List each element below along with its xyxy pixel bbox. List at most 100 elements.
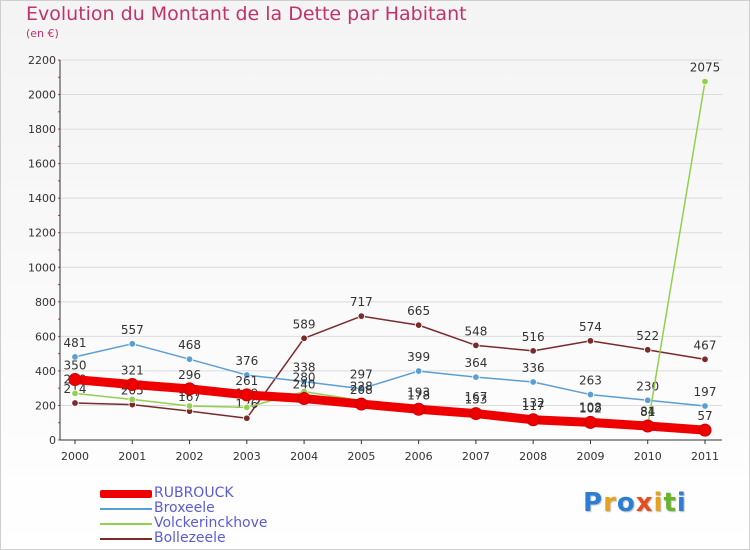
y-tick-label: 800	[35, 296, 56, 309]
legend-label: RUBROUCK	[154, 485, 234, 501]
data-point-bollezeele	[529, 347, 537, 355]
y-tick-label: 2200	[28, 54, 56, 67]
data-label-bollezeele: 574	[579, 320, 602, 334]
x-tick-label: 2000	[61, 450, 89, 463]
legend-swatch-broxeele	[100, 508, 152, 510]
data-label-rubrouck: 81	[640, 405, 655, 419]
data-label-bollezeele: 548	[464, 324, 487, 338]
data-label-broxeele: 297	[350, 368, 373, 382]
y-tick-label: 1800	[28, 123, 56, 136]
data-label-rubrouck: 57	[697, 409, 712, 423]
y-tick-label: 600	[35, 330, 56, 343]
x-tick-label: 2001	[118, 450, 146, 463]
data-point-volckerinckhove	[243, 403, 251, 412]
data-point-broxeele	[128, 340, 136, 348]
data-label-broxeele: 336	[522, 361, 545, 375]
data-label-broxeele: 481	[64, 336, 87, 350]
data-point-broxeele	[644, 396, 652, 404]
data-point-volckerinckhove	[701, 77, 709, 86]
data-point-rubrouck	[698, 423, 712, 437]
data-label-rubrouck: 208	[350, 383, 373, 397]
data-label-broxeele: 338	[293, 361, 316, 375]
y-tick-label: 1600	[28, 158, 56, 171]
data-point-broxeele	[185, 355, 194, 363]
data-label-rubrouck: 296	[178, 368, 201, 382]
data-label-volckerinckhove: 108	[579, 400, 602, 414]
legend-label: Broxeele	[154, 500, 215, 516]
data-point-bollezeele	[472, 341, 480, 350]
data-point-bollezeele	[243, 414, 251, 422]
data-label-broxeele: 468	[178, 338, 201, 352]
x-tick-label: 2005	[347, 450, 375, 463]
data-label-broxeele: 197	[694, 385, 717, 399]
data-point-bollezeele	[300, 334, 308, 342]
data-point-rubrouck	[183, 382, 197, 396]
x-tick-label: 2011	[691, 450, 719, 463]
data-label-volckerinckhove: 167	[464, 390, 487, 404]
x-tick-label: 2003	[233, 450, 261, 463]
y-tick-label: 1200	[28, 227, 56, 240]
data-point-rubrouck	[526, 413, 540, 427]
data-label-bollezeele: 665	[407, 304, 430, 318]
data-point-bollezeele	[414, 321, 423, 329]
legend-swatch-bollezeele	[100, 538, 152, 540]
data-label-broxeele: 376	[235, 354, 258, 368]
chart-subtitle: (en €)	[26, 27, 59, 40]
data-point-rubrouck	[583, 415, 597, 429]
data-label-bollezeele: 516	[522, 330, 545, 344]
data-point-bollezeele	[644, 346, 652, 354]
data-point-bollezeele	[357, 312, 366, 320]
x-tick-label: 2006	[405, 450, 433, 463]
data-label-bollezeele: 522	[636, 329, 659, 343]
data-point-volckerinckhove	[185, 402, 194, 410]
data-point-broxeele	[414, 367, 423, 375]
series-line-rubrouck	[70, 375, 710, 435]
data-point-broxeele	[300, 377, 308, 386]
data-point-rubrouck	[354, 397, 368, 411]
series-line-volckerinckhove	[74, 80, 706, 427]
data-point-bollezeele	[586, 337, 595, 345]
data-label-broxeele: 399	[407, 350, 430, 364]
chart-title: Evolution du Montant de la Dette par Hab…	[26, 3, 467, 25]
data-point-bollezeele	[71, 399, 79, 407]
data-point-rubrouck	[240, 388, 254, 402]
x-tick-label: 2002	[176, 450, 204, 463]
data-label-volckerinckhove: 280	[293, 371, 316, 385]
data-label-volckerinckhove: 132	[522, 396, 545, 410]
data-label-bollezeele: 717	[350, 295, 373, 309]
data-label-bollezeele: 467	[694, 338, 717, 352]
data-point-rubrouck	[641, 419, 655, 433]
data-point-broxeele	[472, 373, 480, 381]
data-label-rubrouck: 261	[235, 374, 258, 388]
data-point-volckerinckhove	[128, 395, 136, 404]
data-point-rubrouck	[297, 392, 311, 406]
y-tick-label: 1000	[28, 261, 56, 274]
data-label-rubrouck: 350	[64, 359, 87, 373]
data-point-broxeele	[529, 378, 537, 386]
data-point-rubrouck	[68, 373, 82, 387]
data-label-rubrouck: 240	[293, 378, 316, 392]
legend-label: Bollezeele	[154, 530, 226, 546]
x-tick-label: 2004	[290, 450, 318, 463]
data-label-volckerinckhove: 84	[640, 404, 655, 418]
legend-swatch-rubrouck	[100, 490, 152, 498]
data-label-bollezeele: 589	[293, 317, 316, 331]
data-point-broxeele	[243, 371, 251, 379]
data-point-rubrouck	[125, 378, 139, 392]
y-tick-label: 400	[35, 365, 56, 378]
data-point-rubrouck	[469, 407, 483, 421]
data-point-broxeele	[357, 385, 366, 393]
data-point-broxeele	[586, 390, 595, 399]
proxiti-logo: Proxiti	[583, 488, 687, 518]
data-point-rubrouck	[412, 402, 426, 416]
data-label-volckerinckhove: 228	[350, 380, 373, 394]
data-label-rubrouck: 153	[464, 393, 487, 407]
data-label-broxeele: 263	[579, 374, 602, 388]
data-point-bollezeele	[701, 355, 709, 364]
data-label-broxeele: 557	[121, 323, 144, 337]
x-tick-label: 2010	[634, 450, 662, 463]
x-tick-label: 2008	[519, 450, 547, 463]
data-label-bollezeele: 214	[64, 382, 87, 396]
